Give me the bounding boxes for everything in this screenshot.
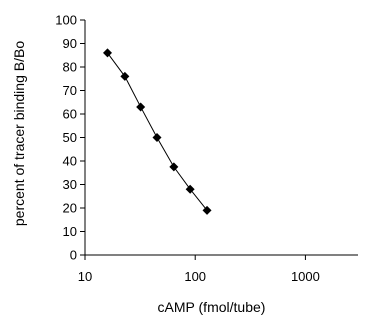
- data-point: [120, 71, 130, 81]
- data-point: [136, 102, 146, 112]
- x-tick-label: 1000: [291, 269, 320, 284]
- y-tick-label: 80: [63, 60, 77, 75]
- y-tick-label: 40: [63, 154, 77, 169]
- y-tick-label: 50: [63, 130, 77, 145]
- plot-area: [102, 48, 212, 215]
- axes: [84, 20, 358, 256]
- data-point: [185, 184, 195, 194]
- y-tick-label: 30: [63, 177, 77, 192]
- data-point: [152, 133, 162, 142]
- data-point: [202, 205, 212, 215]
- x-ticks: 10 100 1000: [78, 255, 320, 284]
- y-ticks: 0 10 20 30 40 50 60 70 80 90 100: [55, 13, 85, 263]
- y-axis-label: percent of tracer binding B/Bo: [11, 41, 27, 226]
- data-point: [102, 48, 112, 58]
- y-tick-label: 70: [63, 83, 77, 98]
- x-tick-label: 10: [78, 269, 92, 284]
- y-tick-label: 60: [63, 107, 77, 122]
- data-point: [169, 162, 179, 172]
- y-tick-label: 0: [70, 248, 77, 263]
- y-tick-label: 20: [63, 201, 77, 216]
- y-tick-label: 100: [55, 13, 77, 28]
- y-tick-label: 90: [63, 36, 77, 51]
- y-tick-label: 10: [63, 224, 77, 239]
- x-tick-label: 100: [184, 269, 206, 284]
- x-axis-label: cAMP (fmol/tube): [158, 299, 266, 315]
